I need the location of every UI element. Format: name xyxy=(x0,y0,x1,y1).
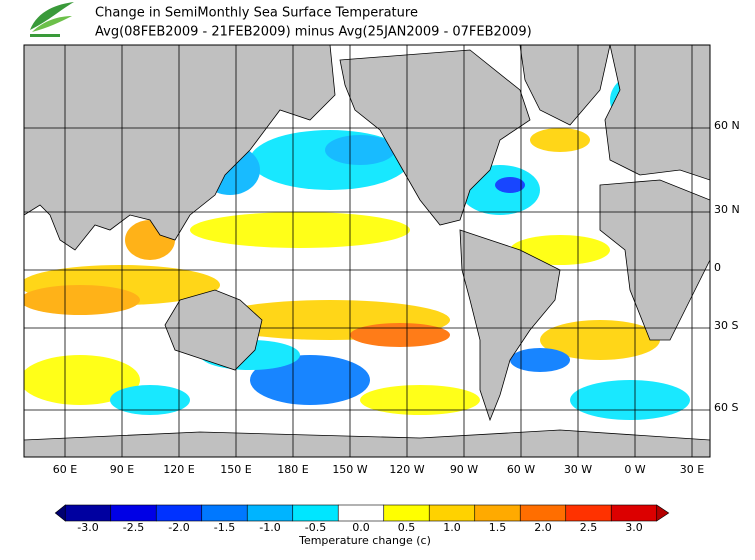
lon-label: 0 W xyxy=(624,463,645,476)
colorbar-swatch xyxy=(64,504,112,522)
colorbar-tick-label: 1.5 xyxy=(489,521,507,534)
colorbar-swatch xyxy=(565,504,612,522)
lon-label: 60 W xyxy=(507,463,535,476)
colorbar-label: Temperature change (c) xyxy=(298,534,431,547)
land xyxy=(24,45,710,457)
colorbar-swatch xyxy=(201,504,248,522)
colorbar-swatch xyxy=(155,504,203,522)
lat-label: 30 S xyxy=(714,319,738,332)
anomaly-patches xyxy=(24,70,690,420)
map-frame xyxy=(23,44,711,458)
colorbar-swatch xyxy=(292,504,339,522)
colorbar-swatch xyxy=(110,504,157,522)
colorbar-swatch xyxy=(246,504,294,522)
map-area xyxy=(24,45,710,457)
colorbar-tick-label: -0.5 xyxy=(305,521,326,534)
colorbar-tick-label: -2.0 xyxy=(168,521,189,534)
colorbar-tick-label: 3.0 xyxy=(625,521,643,534)
axis-labels: 60 E 90 E 120 E 150 E 180 E 150 W 120 W 90 W 60 … xyxy=(53,119,740,476)
colorbar-tick-label: -3.0 xyxy=(77,521,98,534)
graticule xyxy=(24,45,710,457)
colorbar-swatch xyxy=(610,504,658,522)
colorbar-tick-label: 2.5 xyxy=(580,521,598,534)
colorbar-tick-label: -2.5 xyxy=(123,521,144,534)
colorbar-swatch xyxy=(474,504,521,522)
logo xyxy=(30,2,74,37)
lon-label: 150 E xyxy=(220,463,251,476)
colorbar-tick-label: 0.5 xyxy=(398,521,416,534)
colorbar-arrow xyxy=(656,504,670,522)
colorbar-arrow xyxy=(54,504,66,522)
lon-label: 30 W xyxy=(564,463,592,476)
colorbar-swatch xyxy=(383,504,430,522)
subtitle: Avg(08FEB2009 - 21FEB2009) minus Avg(25J… xyxy=(95,25,532,40)
lat-label: 60 N xyxy=(714,119,740,132)
colorbar-swatch xyxy=(428,504,476,522)
lon-label: 30 E xyxy=(680,463,704,476)
lat-label: 60 S xyxy=(714,401,738,414)
colorbar-tick-label: 0.0 xyxy=(352,521,370,534)
lon-label: 120 W xyxy=(389,463,424,476)
colorbar-tick-label: -1.0 xyxy=(259,521,280,534)
colorbar-swatch xyxy=(337,504,385,522)
lon-label: 120 E xyxy=(163,463,194,476)
lat-label: 30 N xyxy=(714,203,740,216)
lon-label: 180 E xyxy=(277,463,308,476)
colorbar: -3.0 -2.5 -2.0 -1.5 -1.0 -0.5 0.0 0.5 1.0 1.5 2.0 2… xyxy=(54,504,670,534)
lon-label: 150 W xyxy=(332,463,367,476)
colorbar-tick-label: 2.0 xyxy=(534,521,552,534)
lon-label: 60 E xyxy=(53,463,77,476)
lat-label: 0 xyxy=(714,261,721,274)
colorbar-tick-label: -1.5 xyxy=(214,521,235,534)
colorbar-swatch xyxy=(519,504,567,522)
colorbar-tick-label: 1.0 xyxy=(443,521,461,534)
lon-label: 90 W xyxy=(450,463,478,476)
lon-label: 90 E xyxy=(110,463,134,476)
title: Change in SemiMonthly Sea Surface Temper… xyxy=(95,6,418,21)
